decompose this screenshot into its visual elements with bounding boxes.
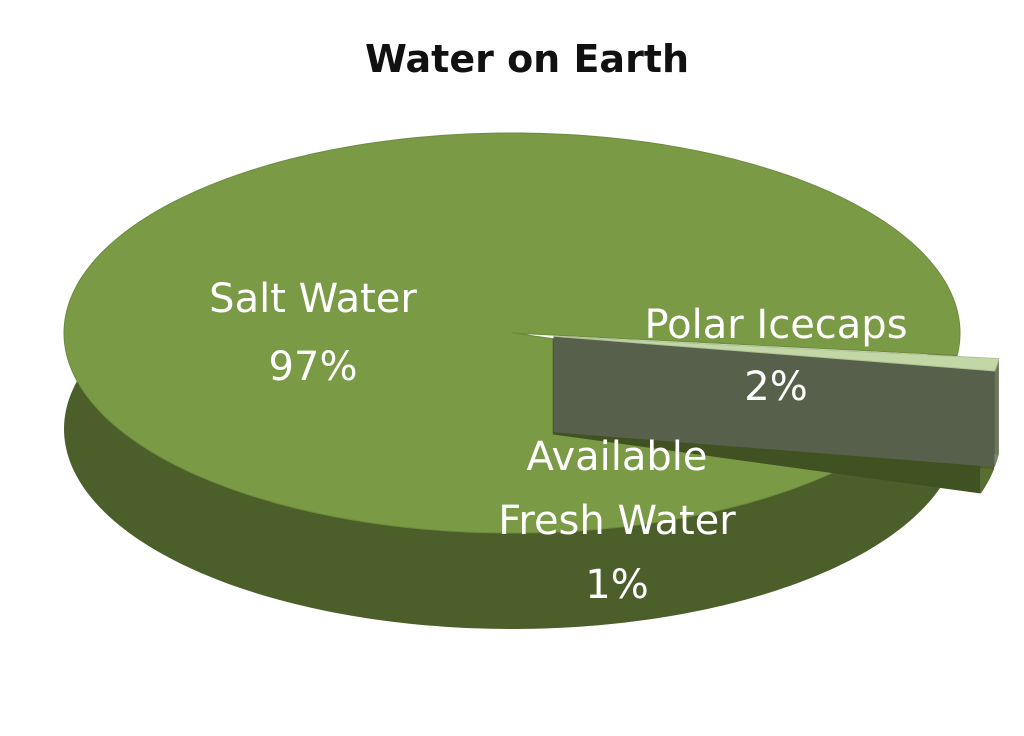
slice-label-polar-icecaps-value: 2% <box>744 364 807 410</box>
pie-layer <box>63 132 1000 629</box>
pie-slice-top-available-fresh-water <box>553 335 1000 372</box>
slice-label-salt-water-name: Salt Water <box>209 276 417 322</box>
slice-label-fresh-water-value: 1% <box>585 562 648 608</box>
slice-label-polar-icecaps-name: Polar Icecaps <box>644 302 907 348</box>
label-layer: Salt Water 97% Polar Icecaps 2% Availabl… <box>209 276 907 608</box>
slice-label-fresh-water-name-line2: Fresh Water <box>498 498 736 544</box>
pie-slice-available-fresh-water <box>553 335 1000 467</box>
chart-title: Water on Earth <box>365 37 689 81</box>
slice-label-fresh-water-name-line1: Available <box>526 434 707 480</box>
slice-label-salt-water-value: 97% <box>269 344 358 390</box>
pie-slice-face-available-fresh-water-1 <box>553 336 995 467</box>
